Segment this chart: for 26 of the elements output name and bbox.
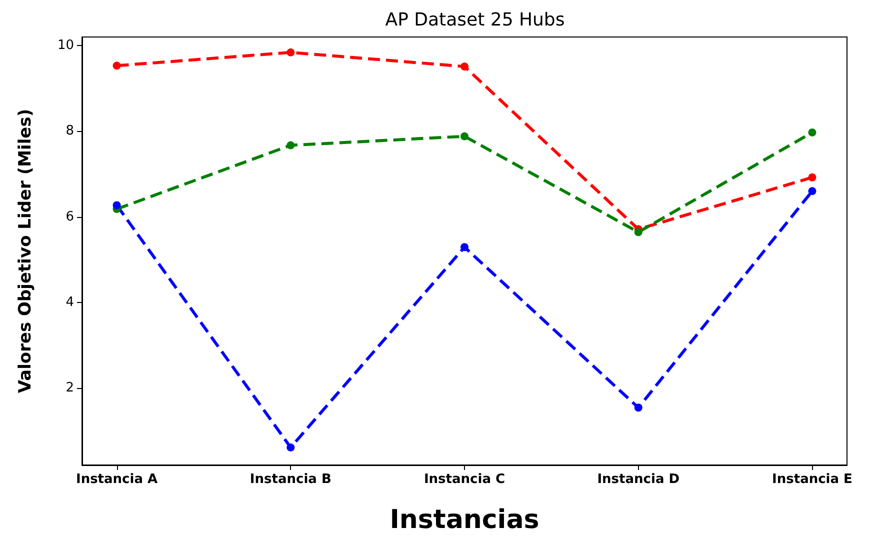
chart-title: AP Dataset 25 Hubs [385, 10, 565, 30]
y-tick-label: 4 [66, 294, 74, 310]
x-tick-label: Instancia E [772, 472, 852, 487]
point [634, 404, 642, 412]
y-tick-label: 10 [57, 38, 74, 54]
point [112, 62, 121, 70]
point [286, 48, 295, 56]
point [286, 443, 295, 452]
x-tick-label: Instancia A [76, 472, 158, 487]
y-tick-label: 8 [66, 124, 74, 139]
x-tick-label: Instancia D [597, 472, 680, 487]
x-tick-label: Instancia B [250, 472, 332, 487]
point [634, 228, 642, 236]
point [112, 201, 121, 210]
point [808, 187, 816, 196]
point [286, 141, 295, 150]
point [808, 128, 816, 136]
y-tick-label: 6 [66, 209, 74, 224]
point [460, 243, 468, 252]
y-axis-title: Valores Objetivo Lider (Miles) [16, 108, 36, 394]
x-axis-title: Instancias [390, 505, 540, 535]
point [808, 173, 816, 182]
point [460, 62, 468, 71]
point [460, 132, 468, 140]
y-tick-label: 2 [66, 380, 74, 396]
x-tick-label: Instancia C [424, 472, 506, 487]
